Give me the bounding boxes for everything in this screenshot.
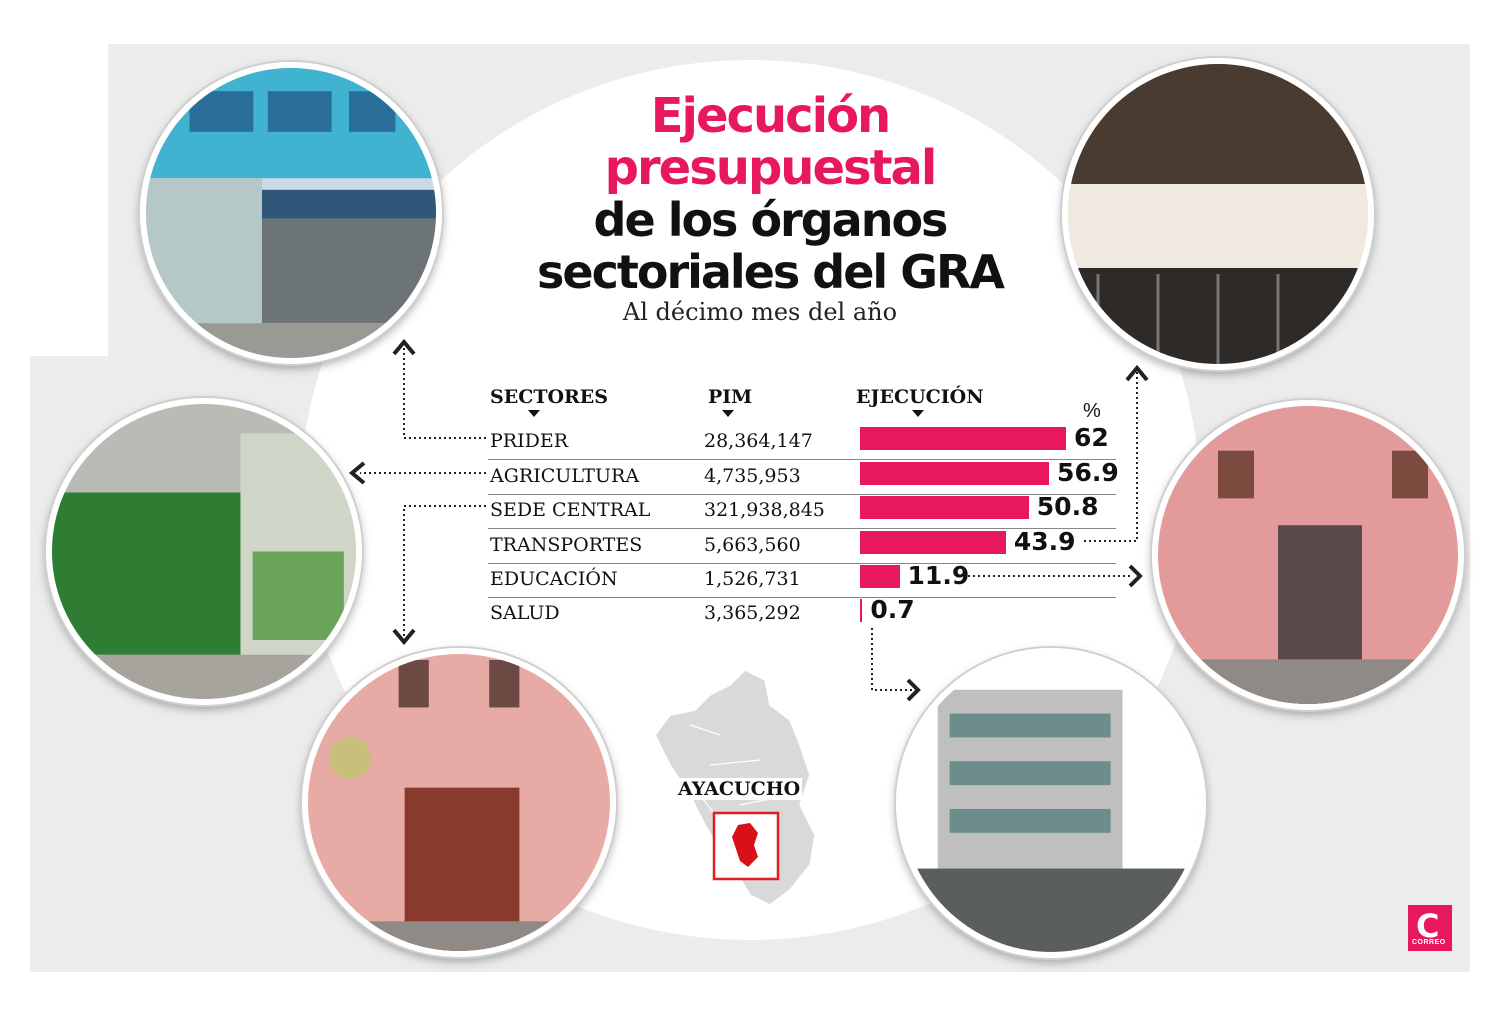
sector-label: SALUD bbox=[490, 602, 560, 624]
header-arrow-icon bbox=[912, 410, 924, 417]
header-sectores: SECTORES bbox=[490, 386, 609, 417]
header-sectores-label: SECTORES bbox=[490, 386, 609, 408]
map-label: AYACUCHO bbox=[676, 778, 803, 800]
pim-value: 3,365,292 bbox=[704, 602, 801, 624]
execution-value-label: 56.9 bbox=[1057, 458, 1119, 487]
photo-educacion-building bbox=[1152, 400, 1464, 710]
execution-bar bbox=[860, 427, 1066, 450]
title-line-2: presupuestal bbox=[604, 140, 938, 196]
unit-label: % bbox=[1083, 400, 1101, 422]
header-arrow-icon bbox=[528, 410, 540, 417]
sector-label: AGRICULTURA bbox=[490, 465, 640, 487]
title-line-3: de los órganos bbox=[593, 193, 949, 247]
photo-salud-building bbox=[896, 648, 1206, 958]
sector-label: TRANSPORTES bbox=[490, 534, 643, 556]
chart-title: Ejecución presupuestal de los órganos se… bbox=[430, 90, 1110, 298]
execution-bar bbox=[860, 496, 1029, 519]
photo-prider-building bbox=[140, 62, 442, 364]
chart-subtitle: Al décimo mes del año bbox=[622, 298, 898, 326]
execution-value-label: 50.8 bbox=[1036, 492, 1099, 521]
execution-bar bbox=[860, 565, 900, 588]
header-arrow-icon bbox=[722, 410, 734, 417]
pim-value: 5,663,560 bbox=[704, 534, 801, 556]
sector-label: SEDE CENTRAL bbox=[490, 499, 651, 521]
table-row: EDUCACIÓN 1,526,731 bbox=[488, 563, 1116, 598]
execution-value-label: 62 bbox=[1074, 423, 1109, 452]
photo-agricultura-building bbox=[46, 398, 362, 705]
table-row: PRIDER 28,364,147 bbox=[488, 425, 1116, 460]
execution-value-label: 11.9 bbox=[907, 561, 970, 590]
logo-letter: C bbox=[1416, 907, 1440, 945]
table-row: SEDE CENTRAL 321,938,845 bbox=[488, 494, 1116, 529]
table-row: TRANSPORTES 5,663,560 bbox=[488, 529, 1116, 564]
execution-value-label: 0.7 bbox=[870, 595, 915, 624]
header-pim-label: PIM bbox=[708, 386, 753, 408]
title-line-1: Ejecución bbox=[650, 88, 891, 144]
pim-value: 321,938,845 bbox=[704, 499, 825, 521]
correo-logo: C CORREO bbox=[1408, 905, 1452, 951]
pim-value: 4,735,953 bbox=[704, 465, 801, 487]
table-row: SALUD 3,365,292 bbox=[488, 597, 1116, 631]
sector-label: PRIDER bbox=[490, 430, 569, 452]
sector-label: EDUCACIÓN bbox=[490, 568, 618, 590]
photo-sede-central-building bbox=[302, 648, 616, 957]
photo-transportes-building bbox=[1062, 58, 1374, 370]
header-pim: PIM bbox=[708, 386, 753, 417]
title-line-4: sectoriales del GRA bbox=[537, 245, 1005, 299]
execution-bar bbox=[860, 531, 1006, 554]
pim-value: 28,364,147 bbox=[704, 430, 813, 452]
execution-bar bbox=[860, 599, 863, 622]
execution-bar bbox=[860, 462, 1050, 485]
table-row: AGRICULTURA 4,735,953 bbox=[488, 460, 1116, 495]
logo-text: CORREO bbox=[1412, 939, 1446, 946]
header-ejecucion: EJECUCIÓN bbox=[856, 386, 984, 417]
header-ejecucion-label: EJECUCIÓN bbox=[856, 386, 984, 408]
pim-value: 1,526,731 bbox=[704, 568, 801, 590]
execution-value-label: 43.9 bbox=[1013, 527, 1076, 556]
